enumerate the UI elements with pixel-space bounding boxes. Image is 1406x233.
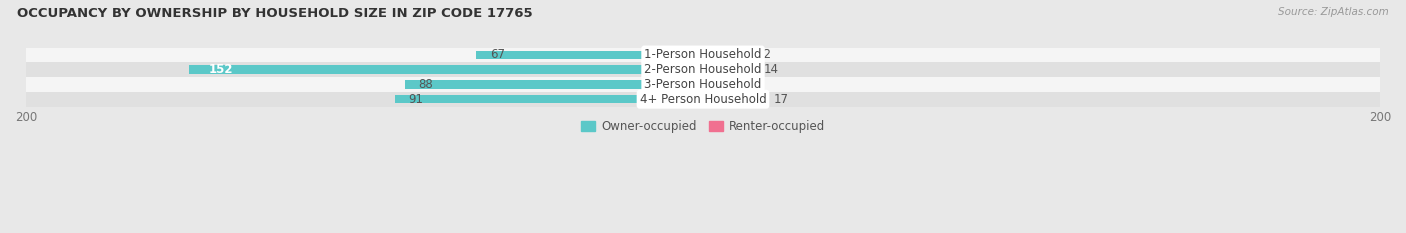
Text: 2-Person Household: 2-Person Household [644,63,762,76]
Text: 152: 152 [209,63,233,76]
Text: 17: 17 [775,93,789,106]
Text: Source: ZipAtlas.com: Source: ZipAtlas.com [1278,7,1389,17]
Bar [703,80,713,89]
Bar [703,65,751,74]
Text: 12: 12 [758,48,772,62]
Bar [188,65,703,74]
Bar [27,48,1379,62]
Bar [477,51,703,59]
Bar [703,95,761,103]
Bar [395,95,703,103]
Text: 0: 0 [717,78,724,91]
Bar [27,62,1379,77]
Legend: Owner-occupied, Renter-occupied: Owner-occupied, Renter-occupied [581,120,825,133]
Text: 88: 88 [419,78,433,91]
Text: 67: 67 [489,48,505,62]
Bar [27,77,1379,92]
Text: 3-Person Household: 3-Person Household [644,78,762,91]
Text: 4+ Person Household: 4+ Person Household [640,93,766,106]
Bar [703,51,744,59]
Text: OCCUPANCY BY OWNERSHIP BY HOUSEHOLD SIZE IN ZIP CODE 17765: OCCUPANCY BY OWNERSHIP BY HOUSEHOLD SIZE… [17,7,533,20]
Bar [27,92,1379,106]
Bar [405,80,703,89]
Text: 14: 14 [763,63,779,76]
Text: 91: 91 [409,93,423,106]
Text: 1-Person Household: 1-Person Household [644,48,762,62]
